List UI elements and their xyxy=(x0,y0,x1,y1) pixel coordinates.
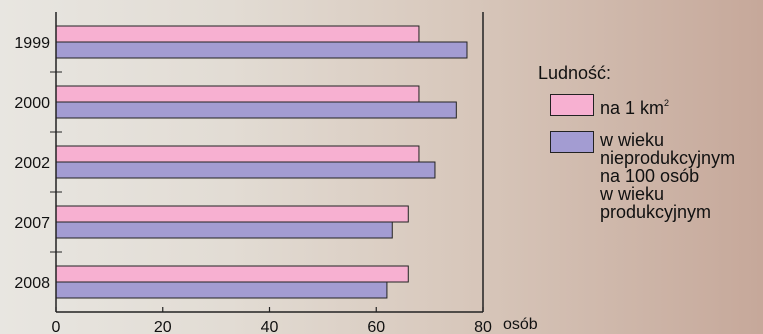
legend-item-area: na 1 km2 xyxy=(538,94,735,117)
legend-label-age-line-2: nieprodukcyjnym xyxy=(600,148,736,168)
bar-area-2002 xyxy=(55,145,420,163)
bar-area-1999 xyxy=(55,25,420,43)
x-tick-label-60: 60 xyxy=(367,319,385,334)
legend-label-area-main: na 1 km xyxy=(600,98,665,118)
bar-age-2008 xyxy=(55,281,388,299)
legend-label-age-line-4: w wieku xyxy=(600,184,665,204)
legend-label-age-line-5: produkcyjnym xyxy=(600,202,712,222)
x-tick-label-80: 80 xyxy=(474,319,492,334)
legend-swatch-age xyxy=(550,131,594,153)
legend-item-age: w wieku nieprodukcyjnym na 100 osób w wi… xyxy=(538,131,735,221)
x-tick-label-40: 40 xyxy=(261,319,279,334)
x-tick-label-20: 20 xyxy=(154,319,172,334)
x-axis-unit: osób xyxy=(503,316,538,333)
legend-title: Ludność: xyxy=(538,63,612,83)
y-tick-label-1999: 1999 xyxy=(14,35,50,52)
bar-age-1999 xyxy=(55,41,468,59)
bar-age-2002 xyxy=(55,161,436,179)
legend-label-area-sup: 2 xyxy=(664,98,670,108)
y-tick-label-2007: 2007 xyxy=(14,215,50,232)
legend-label-area: na 1 km2 xyxy=(600,98,669,118)
bar-age-2007 xyxy=(55,221,393,239)
bar-age-2000 xyxy=(55,101,457,119)
legend: Ludność: na 1 km2 w wieku nieprodukcyjny… xyxy=(538,64,735,235)
legend-label-age-line-3: na 100 osób xyxy=(600,166,700,186)
y-tick-label-2008: 2008 xyxy=(14,275,50,292)
bar-area-2007 xyxy=(55,205,409,223)
bar-area-2008 xyxy=(55,265,409,283)
bar-area-2000 xyxy=(55,85,420,103)
x-tick-label-0: 0 xyxy=(52,319,61,334)
y-tick-label-2000: 2000 xyxy=(14,95,50,112)
legend-label-age: w wieku nieprodukcyjnym na 100 osób w wi… xyxy=(600,131,735,221)
legend-label-age-line-1: w wieku xyxy=(600,130,665,150)
legend-swatch-area xyxy=(550,94,594,116)
y-tick-label-2002: 2002 xyxy=(14,155,50,172)
